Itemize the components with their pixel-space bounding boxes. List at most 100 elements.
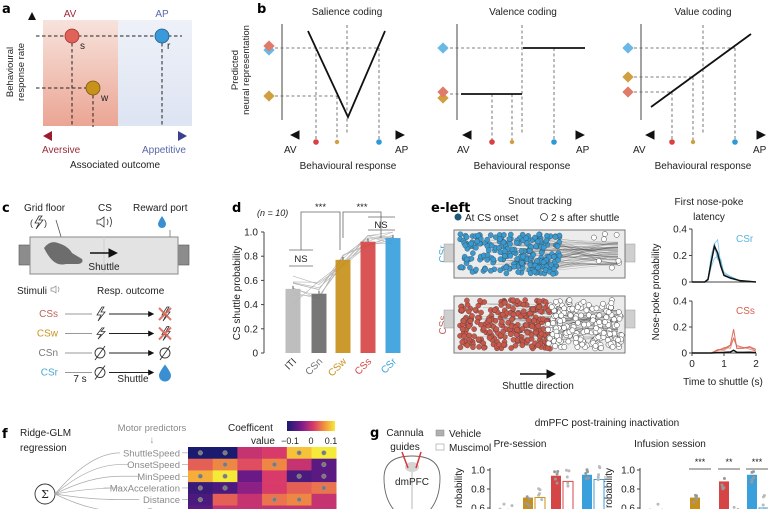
- onset-point: [487, 329, 493, 335]
- data-point: [596, 475, 600, 479]
- onset-point: [500, 328, 506, 335]
- heatmap-cell: [262, 505, 288, 509]
- after-shuttle-point: [545, 326, 551, 333]
- reward-port: [177, 244, 190, 266]
- after-shuttle-point: [565, 338, 572, 345]
- stimuli-label: Stimuli: [17, 286, 47, 297]
- y-tick-label: 0.4: [673, 297, 687, 308]
- significance-label: ***: [356, 202, 367, 213]
- y-tick-label: 0: [681, 278, 687, 289]
- diamond-yellow: [263, 90, 275, 102]
- legend-after-shuttle: 2 s after shuttle: [551, 213, 620, 224]
- onset-point: [471, 326, 477, 332]
- shuttle-outcome-label: Shuttle: [117, 374, 149, 385]
- onset-point: [508, 345, 514, 351]
- onset-point: [475, 336, 482, 342]
- bar-muscimol: [562, 480, 574, 509]
- after-shuttle-point: [593, 325, 600, 332]
- after-shuttle-point: [600, 330, 607, 336]
- individual-curve: [692, 337, 757, 354]
- onset-point: [461, 333, 468, 339]
- onset-point: [513, 239, 520, 246]
- y-tick-label: 0.2: [673, 323, 687, 334]
- y-axis-label: robability: [454, 468, 465, 508]
- cs-label: CS: [98, 203, 112, 214]
- after-shuttle-point: [590, 317, 596, 324]
- y-axis-label-line2: response rate: [16, 43, 27, 101]
- onset-point: [526, 248, 533, 254]
- stimulus-row-csr: CSr: [41, 364, 171, 382]
- onset-point: [497, 236, 503, 242]
- ap-label: AP: [155, 9, 169, 20]
- data-point: [598, 466, 602, 470]
- subplot-title: Salience coding: [312, 7, 383, 18]
- legend-open-marker: [540, 213, 548, 221]
- onset-point: [536, 298, 543, 305]
- point-r: [154, 28, 170, 44]
- session-title: Pre-session: [494, 439, 547, 450]
- onset-point: [482, 266, 489, 273]
- guides-label: guides: [390, 442, 419, 453]
- diamond-red: [263, 40, 275, 52]
- bar-css: [360, 241, 376, 353]
- latency-title-line2: latency: [693, 212, 725, 223]
- panel-e: e-left Snout tracking At CS onset 2 s af…: [431, 196, 763, 392]
- port: [443, 243, 455, 263]
- x-tick-label: ITI: [283, 356, 299, 372]
- onset-point: [457, 231, 464, 237]
- trajectory: [526, 243, 619, 252]
- aversive-arrowhead: [43, 131, 52, 141]
- valence-subplot: Valence coding AV AP Behavioural respons…: [437, 7, 590, 172]
- onset-point: [487, 232, 494, 238]
- sigma-symbol: Σ: [41, 488, 49, 501]
- onset-point: [462, 242, 469, 249]
- row-label-csr: CSr: [438, 245, 449, 263]
- y-tick-label: 0.4: [244, 300, 258, 311]
- y-tick-label: 0.6: [244, 276, 258, 287]
- onset-point: [510, 305, 516, 312]
- dot-red: [669, 139, 675, 145]
- panel-c: c Grid floor CS Reward port () Shuttle S…: [2, 201, 190, 385]
- series-label: CSs: [736, 306, 755, 317]
- y-tick-label: 1.0: [621, 466, 635, 477]
- shuttle-direction-label: Shuttle direction: [502, 381, 574, 392]
- dot-blue: [732, 139, 738, 145]
- onset-point: [525, 317, 532, 323]
- cannula-left: [401, 451, 409, 469]
- av-label: AV: [457, 145, 470, 156]
- bar-iti: [285, 288, 301, 353]
- data-point: [555, 481, 559, 485]
- onset-point: [481, 345, 487, 351]
- diamond-blue: [437, 42, 449, 54]
- after-shuttle-point: [561, 344, 568, 350]
- cross-icon: [158, 307, 172, 321]
- onset-point: [529, 323, 535, 330]
- onset-point: [540, 259, 547, 266]
- y-tick-label: 0.8: [244, 252, 258, 263]
- onset-point: [510, 297, 516, 303]
- predictor-label: MinSpeed: [137, 472, 180, 483]
- panel-label-c: c: [2, 201, 10, 216]
- port: [443, 309, 455, 329]
- onset-point: [484, 252, 491, 258]
- y-axis-label-line1: Predicted: [230, 50, 241, 90]
- shock-icon: (): [30, 215, 47, 230]
- onset-point: [514, 256, 520, 262]
- svg-text:): ): [44, 218, 47, 228]
- onset-point: [467, 264, 473, 271]
- after-shuttle-point: [603, 314, 610, 321]
- significance-dot: [197, 497, 203, 503]
- connector-line: [54, 493, 100, 509]
- trajectory: [492, 242, 619, 246]
- stimulus-label: CSr: [41, 368, 59, 379]
- colorbar-tick: 0.1: [325, 436, 338, 446]
- after-shuttle-point: [583, 328, 590, 334]
- onset-point: [481, 325, 487, 332]
- onset-point: [514, 326, 520, 333]
- mouse-icon: [38, 242, 83, 265]
- after-shuttle-point: [546, 335, 553, 342]
- connector-line: [54, 452, 121, 495]
- onset-point: [490, 256, 497, 263]
- y-tick-label: 0.6: [471, 504, 485, 509]
- onset-point: [524, 329, 531, 336]
